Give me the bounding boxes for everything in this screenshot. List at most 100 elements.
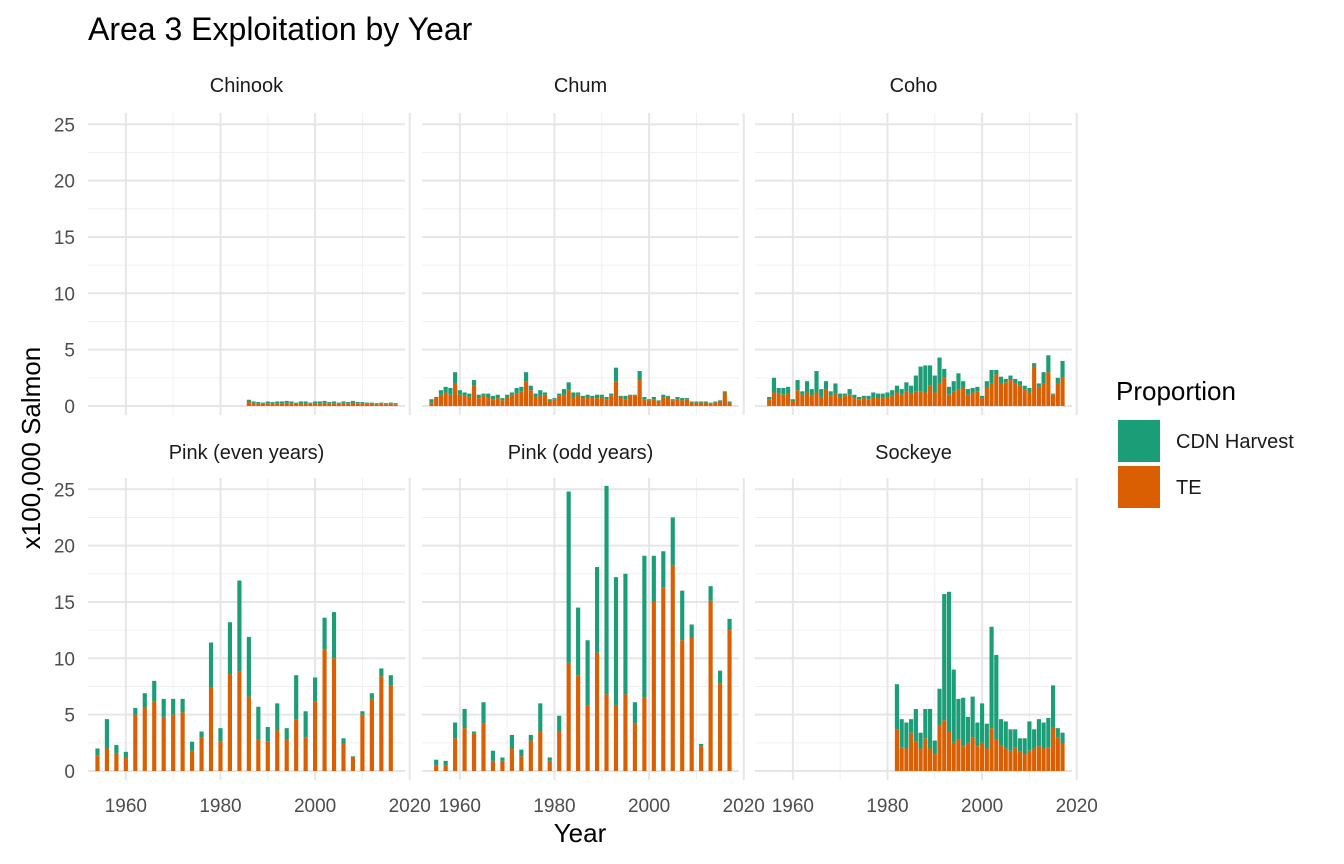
bar-cdn-harvest	[786, 386, 791, 394]
bar-te	[490, 760, 496, 771]
bar-te	[161, 716, 166, 771]
bar-te	[1003, 382, 1008, 406]
bar-cdn-harvest	[594, 567, 600, 653]
bar-te	[871, 396, 876, 406]
bar-cdn-harvest	[804, 381, 810, 393]
bar-te	[369, 698, 374, 771]
bar-cdn-harvest	[585, 640, 590, 706]
bar-te	[642, 399, 647, 406]
bar-te	[1032, 366, 1037, 406]
bar-te	[1060, 377, 1065, 406]
bar-te	[989, 728, 994, 771]
bar-te	[984, 748, 989, 771]
bar-te	[552, 399, 557, 406]
x-tick-label: 1980	[533, 796, 575, 817]
bar-cdn-harvest	[927, 709, 933, 749]
bar-te	[594, 398, 600, 406]
bar-te	[256, 403, 261, 406]
bar-te	[1050, 394, 1056, 406]
bar-te	[393, 404, 398, 406]
bar-cdn-harvest	[256, 706, 261, 740]
bar-cdn-harvest	[965, 716, 970, 743]
bar-cdn-harvest	[260, 402, 266, 404]
bar-te	[909, 732, 914, 771]
bar-cdn-harvest	[937, 357, 942, 384]
bar-te	[847, 394, 852, 406]
bar-te	[443, 392, 448, 406]
bar-cdn-harvest	[866, 395, 871, 400]
bar-cdn-harvest	[393, 403, 398, 405]
bar-te	[975, 391, 980, 406]
bar-cdn-harvest	[951, 669, 956, 743]
bar-te	[294, 403, 299, 406]
bar-te	[800, 394, 805, 406]
y-tick-label: 10	[54, 284, 75, 305]
bar-te	[628, 395, 633, 406]
y-tick-label: 15	[54, 593, 75, 614]
bar-cdn-harvest	[279, 401, 285, 404]
bar-cdn-harvest	[923, 709, 928, 739]
panel-chinook: Chinook 0 5 10 15 20 25	[54, 75, 411, 418]
bar-cdn-harvest	[486, 393, 491, 397]
bar-te	[951, 391, 956, 406]
bar-cdn-harvest	[500, 398, 505, 401]
bar-cdn-harvest	[1013, 729, 1018, 748]
bar-te	[618, 396, 623, 406]
bar-cdn-harvest	[519, 749, 524, 757]
bar-cdn-harvest	[984, 381, 989, 388]
bar-cdn-harvest	[946, 386, 952, 395]
bar-te	[303, 403, 308, 406]
bar-cdn-harvest	[828, 391, 833, 396]
bar-cdn-harvest	[443, 760, 448, 766]
bar-cdn-harvest	[904, 382, 909, 392]
bar-te	[727, 402, 732, 406]
bar-cdn-harvest	[509, 734, 514, 749]
bar-te	[388, 685, 393, 771]
bar-cdn-harvest	[661, 394, 666, 397]
bar-te	[923, 738, 928, 771]
bar-te	[524, 381, 529, 406]
bar-cdn-harvest	[651, 396, 656, 400]
x-tick-label: 2000	[628, 796, 670, 817]
bar-cdn-harvest	[331, 612, 337, 659]
bar-te	[1027, 392, 1032, 406]
bar-cdn-harvest	[161, 698, 166, 717]
bar-te	[341, 743, 346, 771]
bar-cdn-harvest	[994, 369, 999, 375]
bar-te	[961, 387, 966, 406]
bar-cdn-harvest	[360, 402, 365, 404]
bar-te	[1008, 750, 1013, 771]
bar-te	[533, 396, 538, 406]
bar-te	[171, 714, 176, 771]
bar-cdn-harvest	[942, 368, 947, 378]
bar-cdn-harvest	[552, 398, 557, 400]
bar-cdn-harvest	[547, 757, 552, 761]
bar-cdn-harvest	[114, 745, 119, 753]
bar-te	[942, 377, 947, 406]
bar-te	[481, 395, 486, 406]
panel-strip-title: Pink (even years)	[169, 442, 325, 464]
x-tick-label: 2020	[389, 796, 431, 817]
bar-cdn-harvest	[1050, 685, 1056, 728]
x-tick-label: 1980	[866, 796, 908, 817]
bar-cdn-harvest	[388, 675, 393, 686]
bar-cdn-harvest	[218, 728, 223, 742]
bar-te	[279, 403, 285, 406]
bar-cdn-harvest	[980, 703, 985, 743]
bar-te	[284, 739, 289, 771]
x-axis-title: Year	[554, 818, 607, 848]
panel-strip-title: Chinook	[210, 75, 284, 97]
bar-te	[557, 395, 562, 406]
bar-cdn-harvest	[904, 722, 909, 749]
bar-te	[875, 398, 881, 406]
bar-te	[246, 402, 251, 406]
bar-cdn-harvest	[208, 642, 214, 688]
bar-cdn-harvest	[899, 719, 904, 748]
bar-te	[313, 403, 318, 406]
bar-te	[804, 392, 810, 406]
bar-cdn-harvest	[284, 728, 289, 740]
bar-te	[713, 402, 718, 406]
bar-te	[576, 675, 581, 771]
bar-cdn-harvest	[861, 395, 866, 399]
x-tick-label: 2020	[1056, 796, 1098, 817]
